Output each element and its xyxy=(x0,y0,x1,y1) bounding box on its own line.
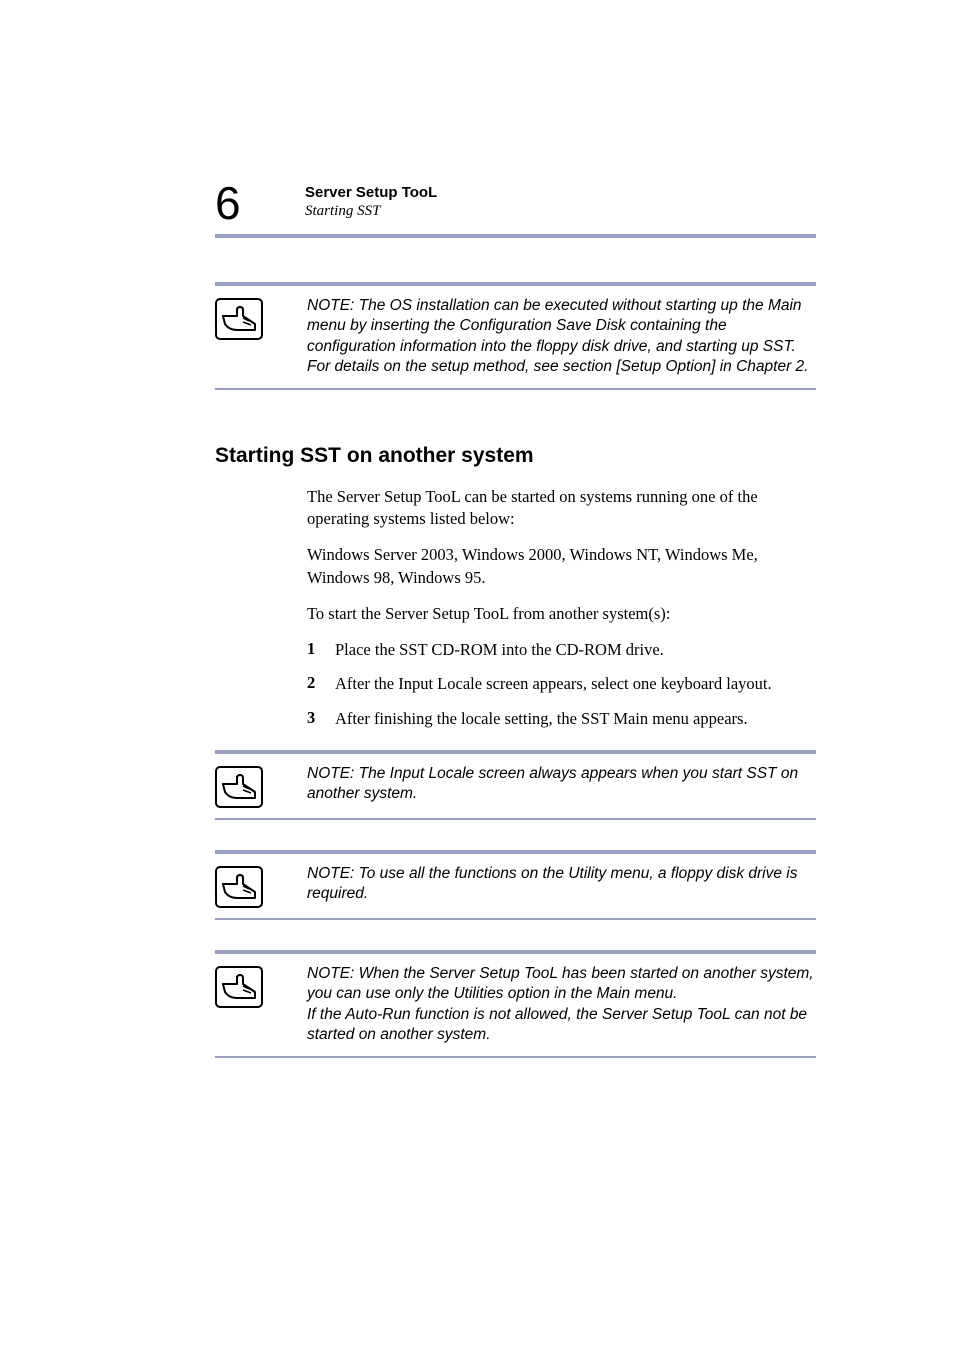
note-rule-bottom xyxy=(215,818,816,820)
note-body: NOTE: To use all the functions on the Ut… xyxy=(215,864,816,908)
note-rule-top xyxy=(215,282,816,286)
note-rule-bottom xyxy=(215,1056,816,1058)
header-titles: Server Setup TooL Starting SST xyxy=(305,180,437,220)
section-heading: Starting SST on another system xyxy=(215,444,816,468)
header-rule xyxy=(215,234,816,238)
list-item-text: Place the SST CD-ROM into the CD-ROM dri… xyxy=(335,639,664,661)
pointing-hand-icon xyxy=(215,866,263,908)
note-body: NOTE: When the Server Setup TooL has bee… xyxy=(215,964,816,1046)
note-text: NOTE: The Input Locale screen always app… xyxy=(285,764,816,805)
pointing-hand-icon xyxy=(215,966,263,1008)
list-item-number: 1 xyxy=(307,639,321,661)
note-text: NOTE: To use all the functions on the Ut… xyxy=(285,864,816,905)
note-block: NOTE: When the Server Setup TooL has bee… xyxy=(215,950,816,1058)
pointing-hand-icon xyxy=(215,298,263,340)
list-item: 3 After finishing the locale setting, th… xyxy=(307,708,816,730)
list-item-number: 3 xyxy=(307,708,321,730)
body-paragraph: Windows Server 2003, Windows 2000, Windo… xyxy=(307,544,816,589)
note-rule-top xyxy=(215,950,816,954)
list-item-text: After the Input Locale screen appears, s… xyxy=(335,673,772,695)
body-paragraph: The Server Setup TooL can be started on … xyxy=(307,486,816,531)
body-paragraph: To start the Server Setup TooL from anot… xyxy=(307,603,816,625)
note-rule-bottom xyxy=(215,388,816,390)
header-title: Server Setup TooL xyxy=(305,184,437,202)
page-header: 6 Server Setup TooL Starting SST xyxy=(215,180,816,226)
header-subtitle: Starting SST xyxy=(305,202,437,220)
list-item: 2 After the Input Locale screen appears,… xyxy=(307,673,816,695)
note-rule-bottom xyxy=(215,918,816,920)
list-item-text: After finishing the locale setting, the … xyxy=(335,708,748,730)
note-body: NOTE: The Input Locale screen always app… xyxy=(215,764,816,808)
pointing-hand-icon xyxy=(215,766,263,808)
note-block: NOTE: The Input Locale screen always app… xyxy=(215,750,816,820)
ordered-list: 1 Place the SST CD-ROM into the CD-ROM d… xyxy=(307,639,816,730)
note-block: NOTE: To use all the functions on the Ut… xyxy=(215,850,816,920)
note-text: NOTE: The OS installation can be execute… xyxy=(285,296,816,378)
page: 6 Server Setup TooL Starting SST NOTE: T… xyxy=(0,0,954,1351)
note-body: NOTE: The OS installation can be execute… xyxy=(215,296,816,378)
list-item-number: 2 xyxy=(307,673,321,695)
note-rule-top xyxy=(215,850,816,854)
page-number: 6 xyxy=(215,180,305,226)
list-item: 1 Place the SST CD-ROM into the CD-ROM d… xyxy=(307,639,816,661)
note-rule-top xyxy=(215,750,816,754)
note-text: NOTE: When the Server Setup TooL has bee… xyxy=(285,964,816,1046)
note-block: NOTE: The OS installation can be execute… xyxy=(215,282,816,390)
